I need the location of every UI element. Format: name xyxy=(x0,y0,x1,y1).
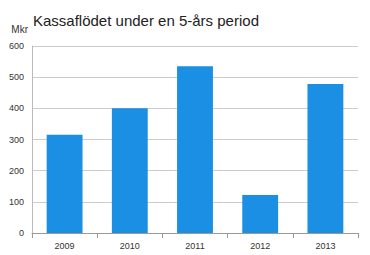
svg-text:500: 500 xyxy=(9,72,24,82)
svg-text:0: 0 xyxy=(19,228,24,238)
svg-text:200: 200 xyxy=(9,166,24,176)
svg-text:2009: 2009 xyxy=(55,241,75,251)
svg-text:2013: 2013 xyxy=(315,241,335,251)
svg-text:100: 100 xyxy=(9,197,24,207)
svg-text:2011: 2011 xyxy=(185,241,204,251)
svg-text:600: 600 xyxy=(9,41,24,51)
svg-text:Mkr: Mkr xyxy=(11,24,28,35)
svg-text:2010: 2010 xyxy=(120,241,140,251)
svg-text:Kassaflödet under en 5-års per: Kassaflödet under en 5-års period xyxy=(33,12,259,29)
svg-text:400: 400 xyxy=(9,103,24,113)
svg-text:2012: 2012 xyxy=(250,241,270,251)
svg-text:300: 300 xyxy=(9,135,24,145)
